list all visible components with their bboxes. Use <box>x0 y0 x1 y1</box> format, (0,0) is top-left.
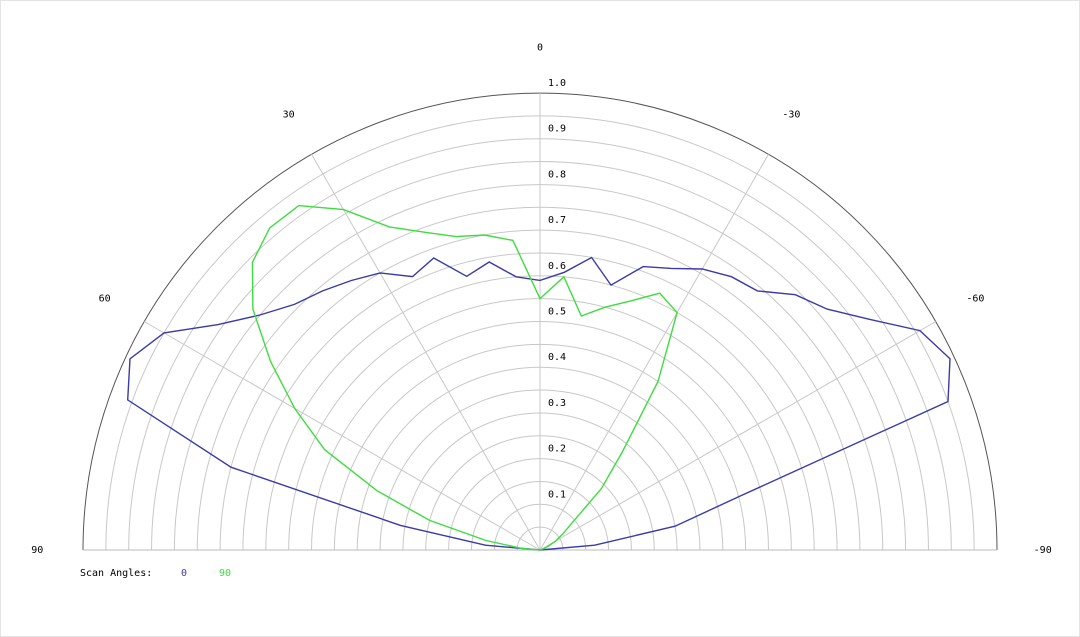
legend-title: Scan Angles: <box>80 568 152 579</box>
r-tick-label: 0.2 <box>548 444 566 455</box>
spoke <box>143 321 541 551</box>
spoke <box>311 153 541 551</box>
r-tick-label: 1.0 <box>548 78 566 89</box>
spoke <box>539 321 937 551</box>
theta-tick-label: 60 <box>99 294 111 305</box>
r-tick-label: 0.5 <box>548 307 566 318</box>
r-tick-label: 0.7 <box>548 215 566 226</box>
r-tick-label: 0.6 <box>548 261 566 272</box>
r-tick-label: 0.1 <box>548 489 566 500</box>
theta-tick-label: -60 <box>966 294 984 305</box>
r-tick-label: 0.8 <box>548 169 566 180</box>
series-line <box>126 256 951 551</box>
theta-tick-label: -30 <box>782 110 800 121</box>
r-tick-label: 0.3 <box>548 398 566 409</box>
theta-tick-label: 90 <box>31 545 43 556</box>
theta-tick-label: -90 <box>1034 545 1052 556</box>
r-tick-label: 0.4 <box>548 352 566 363</box>
legend-entry: 0 <box>181 568 187 579</box>
r-tick-label: 0.9 <box>548 124 566 135</box>
spoke <box>539 153 769 551</box>
legend-entry: 90 <box>219 568 231 579</box>
theta-tick-label: 30 <box>283 110 295 121</box>
series-line <box>251 204 678 551</box>
theta-tick-label: 0 <box>537 42 543 53</box>
